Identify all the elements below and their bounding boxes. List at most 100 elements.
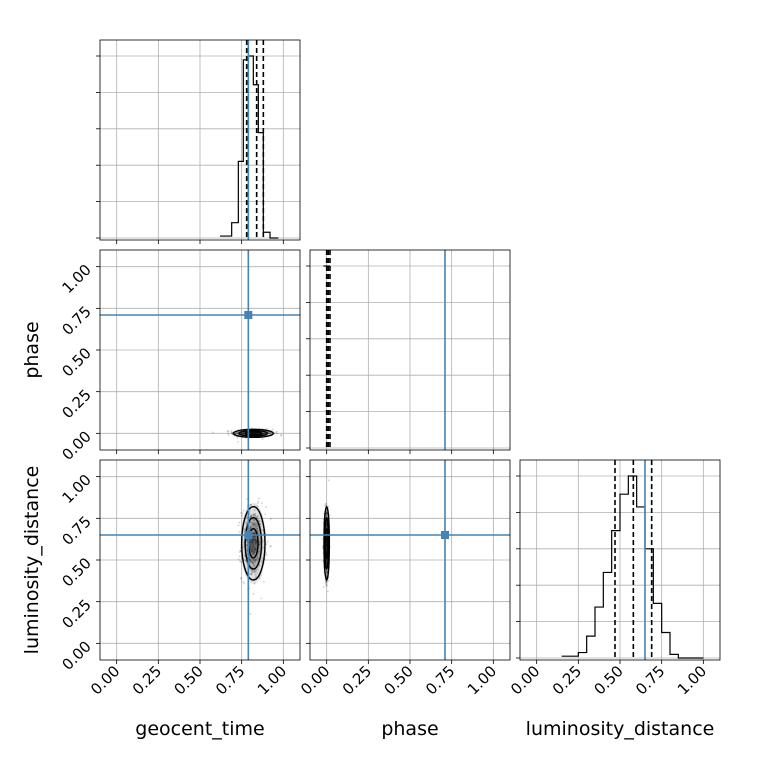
- sample-point: [254, 535, 256, 538]
- sample-point: [252, 543, 254, 546]
- sample-point: [253, 513, 256, 516]
- sample-point: [324, 502, 327, 505]
- sample-point: [254, 542, 257, 545]
- sample-point: [249, 527, 252, 530]
- sample-point: [324, 504, 327, 507]
- y-axis-label-luminosity_distance: luminosity_distance: [21, 466, 43, 655]
- sample-point: [253, 539, 256, 542]
- sample-point: [269, 431, 272, 434]
- sample-point: [252, 562, 254, 564]
- sample-point: [252, 538, 255, 541]
- histogram-bar: [253, 85, 258, 238]
- sample-point: [261, 427, 264, 430]
- sample-point: [239, 560, 241, 562]
- x-tick-label: 1.00: [254, 662, 290, 698]
- sample-point: [252, 532, 255, 535]
- y-tick-label: 0.00: [58, 637, 94, 673]
- sample-point: [255, 539, 258, 542]
- sample-point: [255, 432, 258, 435]
- sample-point: [324, 581, 327, 584]
- sample-point: [240, 577, 243, 579]
- sample-point: [227, 430, 230, 433]
- sample-point: [252, 545, 255, 548]
- sample-point: [250, 515, 252, 518]
- histogram-bar: [578, 653, 586, 658]
- sample-point: [265, 543, 268, 546]
- sample-point: [327, 590, 329, 593]
- sample-point: [240, 432, 243, 435]
- sample-point: [254, 540, 257, 543]
- sample-point: [249, 559, 252, 562]
- contour-line: [244, 431, 263, 436]
- sample-point: [241, 512, 244, 515]
- contour-line: [323, 505, 331, 581]
- sample-point: [252, 539, 255, 542]
- sample-point: [249, 432, 251, 434]
- sample-point: [250, 503, 252, 506]
- sample-point: [250, 550, 253, 553]
- sample-point: [243, 554, 246, 557]
- sample-point: [245, 539, 248, 542]
- x-tick-label: 0.75: [632, 662, 668, 698]
- sample-point: [325, 572, 328, 574]
- sample-point: [256, 515, 259, 518]
- sample-point: [255, 558, 258, 561]
- sample-point: [253, 570, 256, 573]
- sample-point: [249, 527, 252, 530]
- x-tick-label: 1.00: [674, 662, 710, 698]
- sample-point: [238, 521, 241, 524]
- sample-point: [265, 552, 268, 554]
- sample-point: [260, 597, 263, 600]
- sample-point: [263, 432, 266, 435]
- sample-point: [240, 561, 243, 563]
- sample-point: [256, 505, 259, 508]
- sample-point: [269, 545, 272, 547]
- sample-point: [252, 564, 255, 566]
- sample-point: [258, 543, 261, 546]
- sample-point: [254, 541, 257, 544]
- sample-point: [260, 502, 263, 505]
- sample-point: [255, 432, 258, 435]
- sample-point: [253, 432, 256, 434]
- sample-point: [251, 541, 254, 544]
- sample-point: [253, 532, 255, 535]
- sample-point: [325, 525, 328, 527]
- sample-point: [253, 582, 256, 585]
- sample-point: [254, 512, 257, 515]
- sample-point: [275, 432, 278, 434]
- sample-point: [252, 432, 255, 435]
- sample-point: [257, 432, 260, 435]
- x-axis-label-geocent_time: geocent_time: [135, 718, 264, 740]
- panel-2-0: 0.00 0.25 0.50 0.75 1.000.000.250.500.751.00: [58, 459, 301, 698]
- x-axis-label-phase: phase: [381, 718, 438, 740]
- sample-point: [245, 544, 248, 547]
- sample-point: [268, 432, 271, 434]
- sample-point: [325, 523, 328, 526]
- sample-point: [324, 580, 327, 583]
- sample-point: [236, 431, 238, 434]
- sample-point: [236, 440, 239, 443]
- sample-point: [255, 547, 258, 550]
- sample-point: [252, 546, 255, 549]
- sample-point: [251, 548, 254, 551]
- sample-point: [251, 546, 254, 549]
- sample-point: [242, 432, 245, 434]
- sample-point: [258, 539, 261, 542]
- sample-point: [242, 432, 245, 434]
- sample-point: [251, 541, 253, 544]
- sample-point: [253, 523, 256, 526]
- density-level: [247, 431, 260, 435]
- y-tick-label: 1.00: [58, 471, 94, 507]
- sample-point: [253, 538, 256, 541]
- sample-point: [324, 504, 326, 507]
- panel-border: [99, 459, 301, 661]
- sample-point: [253, 551, 256, 553]
- x-tick-label: 0.25: [129, 662, 165, 698]
- sample-point: [257, 530, 260, 533]
- sample-point: [235, 433, 237, 435]
- sample-point: [255, 525, 257, 528]
- panel-border: [99, 39, 301, 241]
- sample-point: [249, 521, 252, 524]
- histogram-bar: [595, 607, 603, 658]
- sample-point: [212, 431, 214, 434]
